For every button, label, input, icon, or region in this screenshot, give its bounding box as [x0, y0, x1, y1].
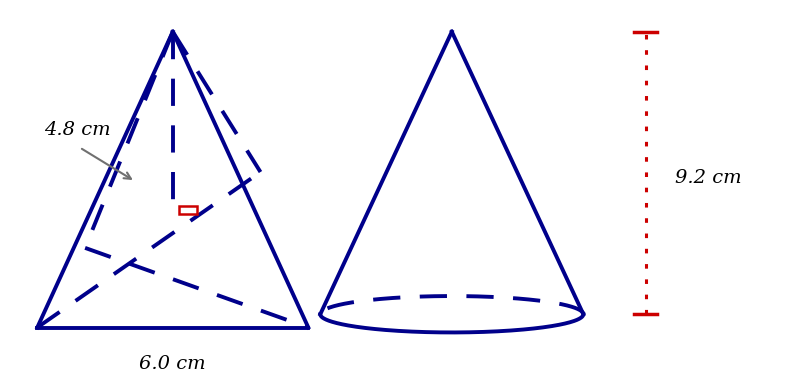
Text: 6.0 cm: 6.0 cm — [139, 355, 206, 373]
Text: 4.8 cm: 4.8 cm — [44, 121, 110, 139]
Text: 9.2 cm: 9.2 cm — [675, 169, 742, 187]
